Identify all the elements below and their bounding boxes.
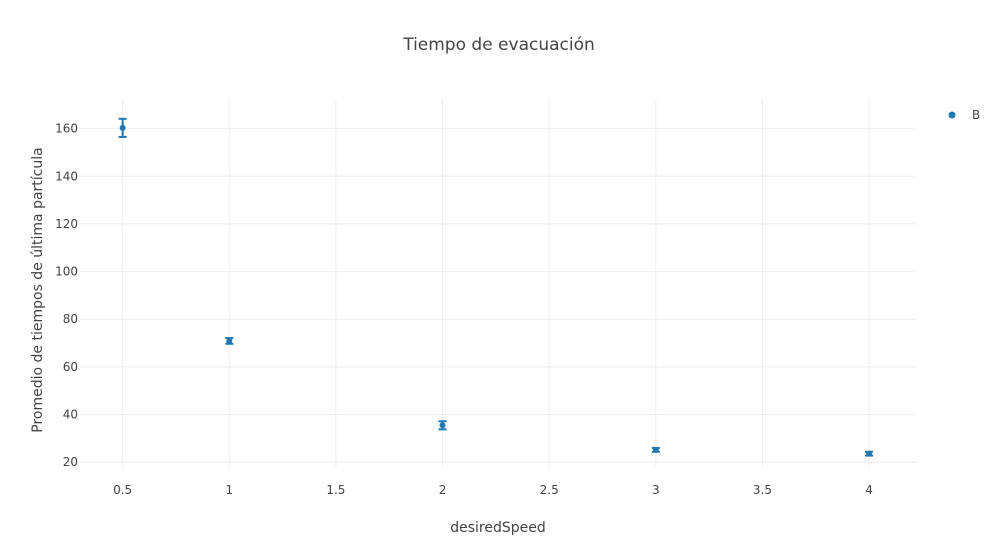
legend-marker — [948, 111, 956, 119]
x-axis-label: desiredSpeed — [450, 520, 546, 536]
series-layer — [118, 117, 874, 457]
y-tick-label: 100 — [55, 265, 78, 279]
y-axis-label: Promedio de tiempos de última partícula — [30, 147, 46, 432]
x-tick-label: 3.5 — [753, 483, 772, 497]
data-point[interactable] — [225, 337, 234, 345]
y-tick-label: 140 — [55, 169, 78, 183]
x-tick-label: 1 — [225, 483, 233, 497]
x-tick-label: 0.5 — [113, 483, 132, 497]
data-point[interactable] — [651, 446, 660, 453]
point-marker — [226, 337, 233, 344]
point-marker — [439, 422, 446, 429]
chart-title: Tiempo de evacuación — [402, 35, 595, 55]
y-tick-label: 20 — [63, 455, 78, 469]
y-tick-label: 120 — [55, 217, 78, 231]
data-point[interactable] — [118, 117, 127, 138]
y-tick-label: 60 — [63, 360, 78, 374]
x-tick-label: 3 — [652, 483, 660, 497]
legend-label: B — [972, 108, 980, 122]
x-tick-labels: 0.5 1 1.5 2 2.5 3 3.5 4 — [113, 483, 873, 497]
data-point[interactable] — [865, 450, 874, 457]
y-tick-label: 40 — [63, 408, 78, 422]
x-tick-label: 1.5 — [326, 483, 345, 497]
x-tick-label: 2 — [439, 483, 447, 497]
y-tick-labels: 20 40 60 80 100 120 140 160 — [55, 122, 78, 470]
point-marker — [119, 124, 126, 131]
y-tick-label: 80 — [63, 312, 78, 326]
grid-lines — [80, 100, 916, 467]
x-tick-label: 2.5 — [540, 483, 559, 497]
x-tick-label: 4 — [865, 483, 873, 497]
point-marker — [652, 446, 659, 453]
legend[interactable]: B — [948, 108, 981, 122]
point-marker — [866, 450, 873, 457]
y-tick-label: 160 — [55, 122, 78, 136]
data-point[interactable] — [438, 420, 447, 431]
